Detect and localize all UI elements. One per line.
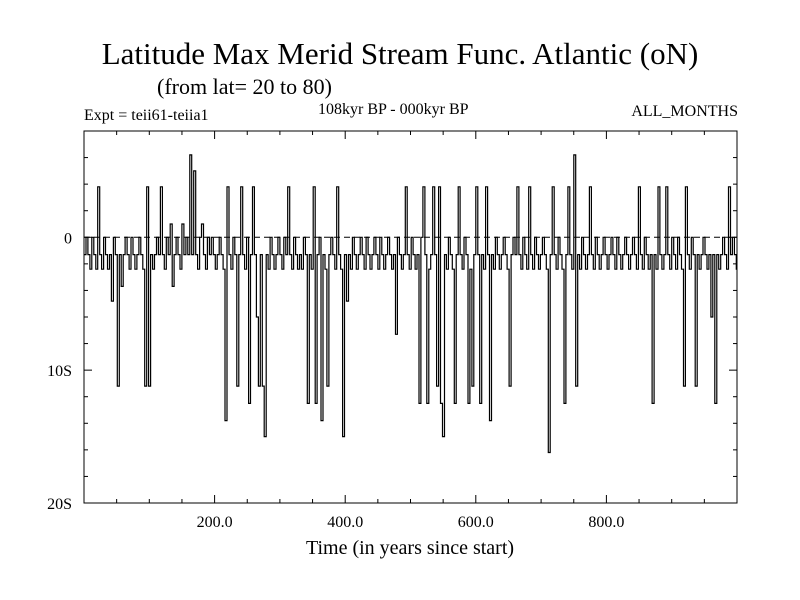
chart-title: Latitude Max Merid Stream Func. Atlantic…	[101, 36, 699, 71]
experiment-label: Expt = teii61-teiia1	[84, 107, 209, 124]
x-tick-label: 200.0	[197, 514, 233, 531]
months-label: ALL_MONTHS	[631, 103, 738, 120]
chart-subtitle: (from lat= 20 to 80)	[157, 74, 332, 99]
series-line	[84, 154, 737, 454]
x-tick-label: 800.0	[588, 514, 624, 531]
x-tick-label: 400.0	[327, 514, 363, 531]
period-label: 108kyr BP - 000kyr BP	[318, 101, 469, 118]
axis-ticks: 200.0 400.0 600.0 800.0 0 10S 20S	[47, 130, 737, 531]
y-tick-label: 0	[64, 230, 72, 247]
x-axis-label: Time (in years since start)	[306, 537, 514, 559]
x-tick-label: 600.0	[458, 514, 494, 531]
y-tick-label: 10S	[47, 363, 72, 380]
y-tick-label: 20S	[47, 496, 72, 513]
